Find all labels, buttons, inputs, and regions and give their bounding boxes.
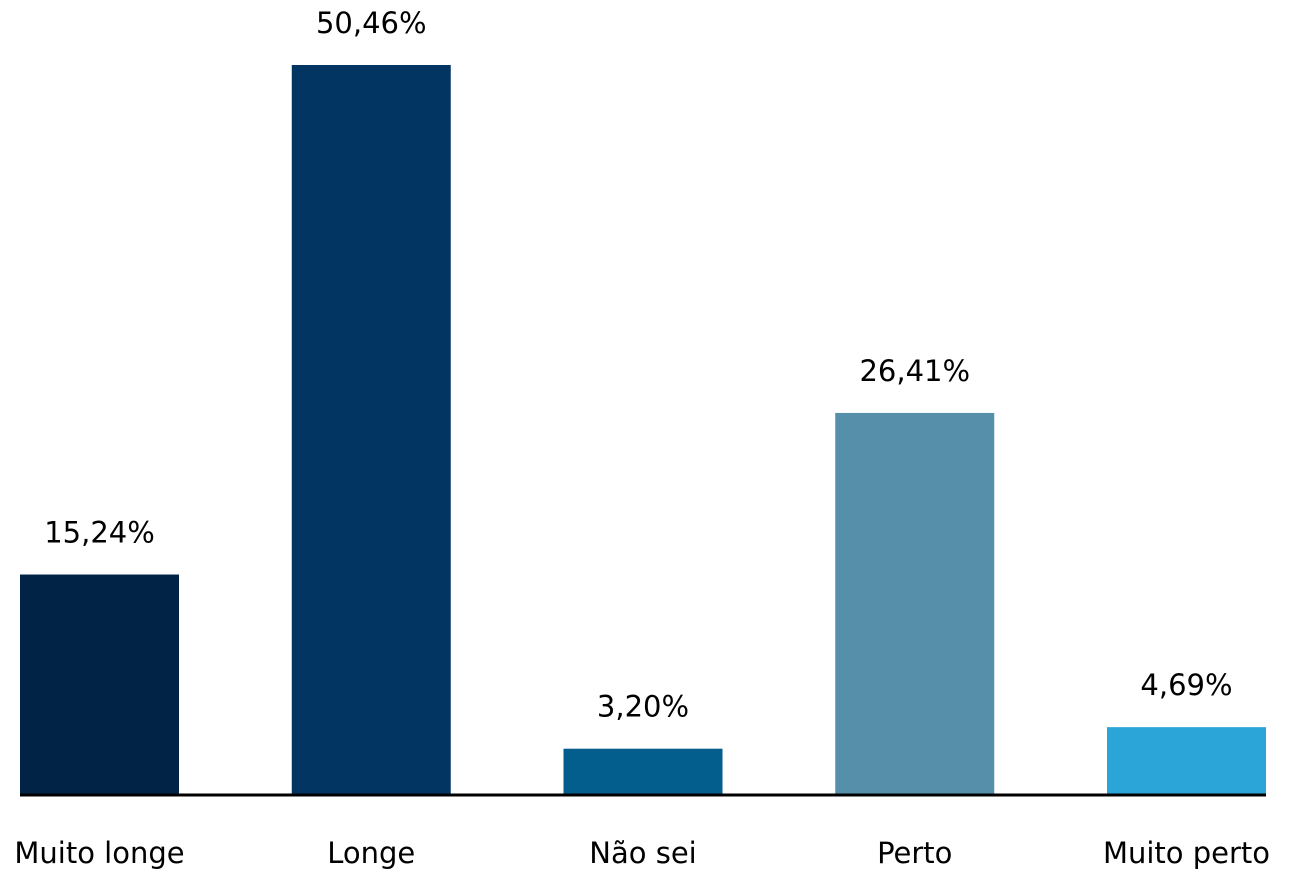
value-label: 4,69% (1140, 668, 1232, 702)
value-label: 26,41% (859, 354, 970, 388)
bar (835, 412, 995, 795)
x-tick-label: Não sei (589, 836, 696, 870)
value-label: 15,24% (44, 516, 155, 550)
bar (20, 574, 179, 795)
x-tick-label: Muito longe (14, 836, 184, 870)
bar (1107, 727, 1266, 795)
value-label: 3,20% (597, 690, 689, 724)
bar (291, 65, 451, 795)
x-tick-label: Perto (877, 836, 952, 870)
bar (563, 748, 723, 795)
value-label: 50,46% (316, 6, 427, 40)
x-tick-label: Longe (327, 836, 415, 870)
x-tick-label: Muito perto (1103, 836, 1270, 870)
